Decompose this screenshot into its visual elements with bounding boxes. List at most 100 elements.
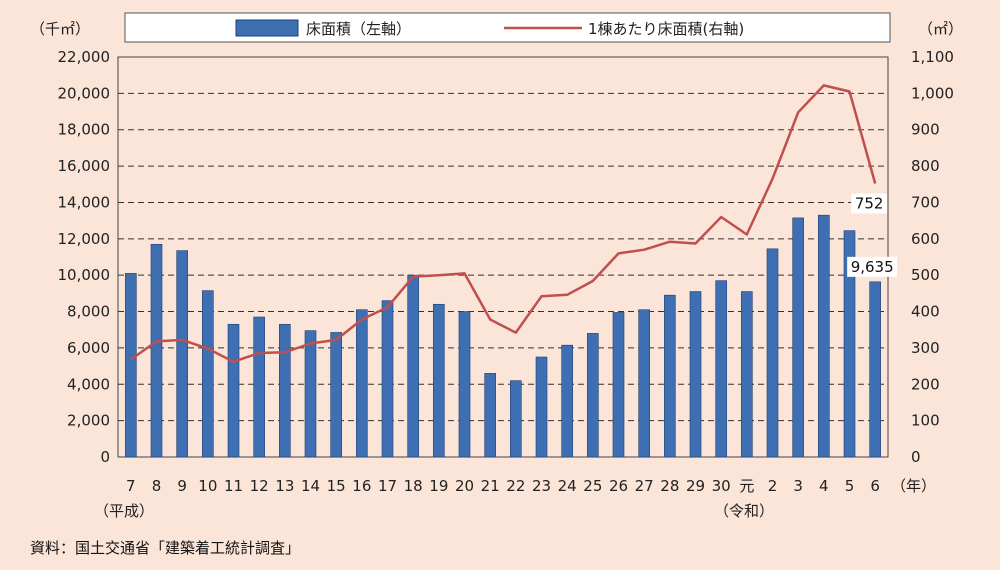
bar <box>587 333 599 458</box>
x-axis-tick-label: 3 <box>793 477 803 495</box>
bar <box>664 294 676 458</box>
source-note: 資料：国土交通省「建築着工統計調査」 <box>30 539 300 557</box>
x-axis-tick-label: 16 <box>352 477 371 495</box>
x-axis-tick-label: 25 <box>583 477 602 495</box>
line-series-average-floor-area <box>130 84 877 363</box>
bar <box>612 312 625 458</box>
left-axis-tick-label: 4,000 <box>67 375 110 393</box>
x-axis-tick-label: 19 <box>429 477 448 495</box>
bar <box>561 344 573 458</box>
x-axis-tick-label: 元 <box>739 477 754 495</box>
bar <box>407 274 419 458</box>
bar <box>330 332 342 458</box>
annotation-752: 752 <box>855 195 884 213</box>
era-label-heisei: （平成） <box>94 502 154 520</box>
x-axis-tick-label: 6 <box>870 477 880 495</box>
bar <box>125 273 137 458</box>
x-axis-tick-label: 9 <box>177 477 187 495</box>
left-axis-tick-label: 10,000 <box>58 266 111 284</box>
bar-layer <box>125 214 881 458</box>
bar <box>150 243 163 458</box>
left-axis-tick-label: 22,000 <box>58 48 111 66</box>
x-axis-tick-label: 13 <box>275 477 294 495</box>
x-axis-unit: （年） <box>891 477 936 495</box>
x-axis-tick-label: 14 <box>301 477 320 495</box>
x-axis-tick-label: 21 <box>481 477 500 495</box>
right-axis-unit: （㎡） <box>918 20 963 38</box>
right-axis-tick-label: 500 <box>911 266 940 284</box>
bar <box>792 217 804 458</box>
era-label-reiwa: （令和） <box>714 502 774 520</box>
legend-bar-swatch <box>235 19 299 37</box>
x-axis-tick-label: 17 <box>378 477 397 495</box>
x-axis-tick-label: 11 <box>224 477 243 495</box>
left-axis-tick-label: 6,000 <box>67 339 110 357</box>
right-axis-tick-label: 100 <box>911 412 940 430</box>
x-axis-tick-label: 28 <box>660 477 679 495</box>
x-axis-tick-label: 12 <box>250 477 269 495</box>
annotation-752-bg <box>851 193 888 214</box>
right-axis-tick-label: 0 <box>911 448 921 466</box>
left-axis-tick-label: 0 <box>100 448 110 466</box>
right-axis-tick-label: 800 <box>911 157 940 175</box>
x-axis-tick-label: 8 <box>152 477 162 495</box>
right-axis-tick-label: 400 <box>911 303 940 321</box>
left-axis-unit: （千㎡） <box>30 20 90 38</box>
x-axis-tick-label: 30 <box>712 477 731 495</box>
bar <box>638 309 650 458</box>
right-axis-tick-label: 300 <box>911 339 940 357</box>
left-axis-tick-label: 20,000 <box>58 84 111 102</box>
x-axis-tick-label: 7 <box>126 477 136 495</box>
bar <box>356 309 368 458</box>
x-axis-tick-label: 10 <box>198 477 217 495</box>
left-axis-tick-label: 2,000 <box>67 412 110 430</box>
bar <box>227 323 240 458</box>
x-axis-tick-label: 23 <box>532 477 551 495</box>
bar <box>304 330 317 458</box>
bar <box>484 373 496 458</box>
right-axis-tick-label: 700 <box>911 193 940 211</box>
left-axis-tick-label: 12,000 <box>58 230 111 248</box>
x-axis-tick-label: 18 <box>404 477 423 495</box>
bar <box>843 230 856 458</box>
bar <box>458 311 471 458</box>
legend: 床面積（左軸） 1棟あたり床面積(右軸) <box>124 12 891 43</box>
line-layer: 752 9,635 <box>130 84 898 363</box>
bar <box>253 316 265 458</box>
legend-bar-label: 床面積（左軸） <box>306 20 411 38</box>
bar <box>766 248 779 458</box>
bar <box>818 214 830 458</box>
x-axis-tick-label: 27 <box>635 477 654 495</box>
x-axis-tick-label: 4 <box>819 477 829 495</box>
bar <box>279 323 291 458</box>
right-axis-tick-label: 1,100 <box>911 48 954 66</box>
left-axis-tick-label: 14,000 <box>58 193 111 211</box>
bar <box>741 291 753 458</box>
bar <box>715 280 727 458</box>
bar <box>510 380 522 458</box>
bar <box>535 356 548 458</box>
right-axis-tick-label: 200 <box>911 375 940 393</box>
right-axis-tick-label: 1,000 <box>911 84 954 102</box>
bar <box>381 300 394 458</box>
bar <box>202 290 214 458</box>
annotation-9635: 9,635 <box>851 258 894 276</box>
x-axis-tick-label: 15 <box>327 477 346 495</box>
bar <box>869 281 881 458</box>
left-axis-tick-label: 16,000 <box>58 157 111 175</box>
x-axis-tick-label: 2 <box>768 477 778 495</box>
x-axis-tick-label: 26 <box>609 477 628 495</box>
bar <box>176 250 188 458</box>
annotation-9635-bg <box>847 256 898 277</box>
left-axis-tick-label: 8,000 <box>67 303 110 321</box>
x-axis-tick-label: 20 <box>455 477 474 495</box>
left-axis-tick-label: 18,000 <box>58 121 111 139</box>
x-axis-tick-label: 22 <box>506 477 525 495</box>
axis-layer: 0 0 2,000 100 4,000 200 6,000 300 8,000 400 10,000… <box>58 48 954 495</box>
right-axis-tick-label: 900 <box>911 121 940 139</box>
legend-line-label: 1棟あたり床面積(右軸) <box>588 20 744 38</box>
bar <box>689 291 702 458</box>
x-axis-tick-label: 24 <box>558 477 577 495</box>
